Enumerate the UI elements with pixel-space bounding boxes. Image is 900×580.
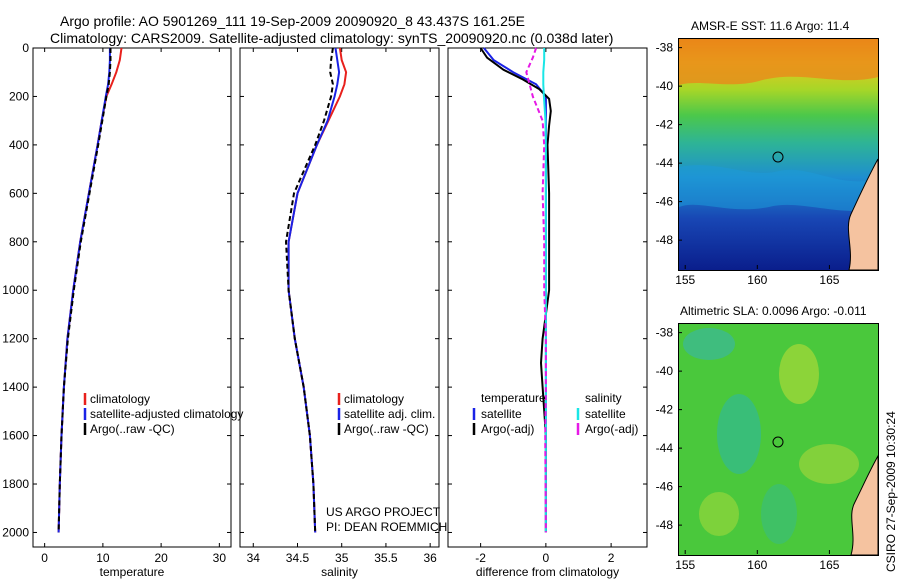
y-tick-label: 0 (22, 41, 29, 55)
x-tick-label: 10 (96, 551, 110, 565)
x-tick-label: 30 (213, 551, 227, 565)
map-lon-label: 165 (819, 273, 839, 287)
series-line-satellite (483, 47, 547, 533)
credit-label: CSIRO 27-Sep-2009 10:30:24 (884, 411, 898, 572)
x-tick-label: 34 (247, 551, 261, 565)
x-tick-label: 2 (608, 551, 615, 565)
y-tick-label: 1000 (2, 283, 29, 297)
legend-group-heading: salinity (585, 391, 622, 405)
x-tick-label: 0 (41, 551, 48, 565)
legend-group-heading: temperature (481, 391, 546, 405)
series-line-argo (479, 47, 552, 533)
project-annotation: US ARGO PROJECT (326, 505, 441, 519)
series-line-climatology (287, 47, 348, 533)
sla-map-image (679, 324, 878, 555)
legend-label: satellite-adjusted climatology (90, 407, 243, 421)
x-tick-label: 0 (543, 551, 550, 565)
profile-charts: 0 10 20 30020040060080010001200140016001800… (2, 41, 648, 579)
sst-map-title: AMSR-E SST: 11.6 Argo: 11.4 (691, 19, 850, 33)
y-tick-label: 1400 (2, 380, 29, 394)
sla-map-title: Altimetric SLA: 0.0096 Argo: -0.011 (680, 304, 867, 318)
legend-label: Argo(..raw -QC) (344, 422, 429, 436)
x-tick-label: 34.5 (286, 551, 310, 565)
map-lon-label: 165 (819, 558, 839, 572)
y-tick-label: 400 (9, 138, 29, 152)
series-line-argo_diff_sal (525, 47, 547, 533)
series-line-climatology (57, 47, 123, 533)
legend-label: climatology (344, 392, 404, 406)
y-tick-label: 1800 (2, 477, 29, 491)
sst-map (678, 38, 879, 271)
argo-position-marker (772, 151, 784, 163)
title-line-2: Climatology: CARS2009. Satellite-adjuste… (50, 30, 614, 46)
y-tick-label: 800 (9, 235, 29, 249)
y-tick-label: 1200 (2, 332, 29, 346)
legend-label: Argo(..raw -QC) (90, 422, 175, 436)
map-lon-label: 160 (747, 273, 767, 287)
plot-frame-2 (239, 47, 440, 548)
legend-label: Argo(-adj) (481, 422, 534, 436)
legend-label: climatology (90, 392, 150, 406)
x-tick-label: 36 (423, 551, 437, 565)
legend-label: satellite adj. clim. (344, 407, 435, 421)
x-tick-label: 35.5 (374, 551, 398, 565)
legend-label: satellite (585, 407, 626, 421)
y-tick-label: 2000 (2, 525, 29, 539)
x-tick-label: 35 (335, 551, 349, 565)
y-tick-label: 1600 (2, 429, 29, 443)
y-tick-label: 200 (9, 89, 29, 103)
plot-frame-3 (447, 47, 648, 548)
legend-label: Argo(-adj) (585, 422, 638, 436)
x-tick-label: 20 (154, 551, 168, 565)
plot-frame-1 (32, 47, 232, 548)
series-line-satellite (287, 47, 341, 533)
x-axis-label: salinity (321, 565, 358, 579)
y-tick-label: 600 (9, 186, 29, 200)
map-lon-label: 155 (675, 558, 695, 572)
series-line-argo (57, 48, 112, 533)
project-annotation: PI: DEAN ROEMMICH (326, 520, 447, 534)
series-line-argo (284, 47, 334, 533)
legend-label: satellite (481, 407, 522, 421)
argo-position-marker (772, 436, 784, 448)
title-line-1: Argo profile: AO 5901269_111 19-Sep-2009… (60, 13, 525, 29)
map-lon-label: 160 (747, 558, 767, 572)
x-axis-label: temperature (100, 565, 165, 579)
sla-map (678, 323, 879, 556)
x-tick-label: -2 (475, 551, 486, 565)
x-axis-label: difference from climatology (476, 565, 619, 579)
map-lon-label: 155 (675, 273, 695, 287)
sst-map-image (679, 39, 878, 270)
